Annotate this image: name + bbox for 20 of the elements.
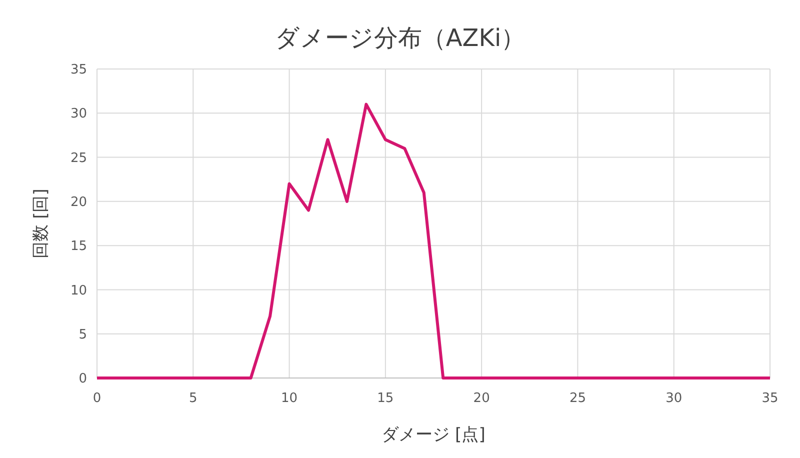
y-tick-label: 30 — [70, 106, 87, 122]
x-tick-label: 20 — [473, 391, 490, 406]
chart-title: ダメージ分布（AZKi） — [274, 24, 526, 52]
y-tick-label: 20 — [70, 194, 87, 210]
y-tick-label: 15 — [70, 239, 87, 254]
x-tick-label: 5 — [189, 391, 198, 406]
x-tick-label: 15 — [377, 391, 394, 406]
x-tick-label: 25 — [569, 391, 586, 406]
y-tick-label: 10 — [70, 283, 87, 298]
x-tick-label: 10 — [281, 391, 298, 406]
x-tick-label: 30 — [666, 391, 682, 406]
y-tick-label: 25 — [70, 150, 87, 166]
y-tick-label: 35 — [70, 62, 87, 78]
y-tick-label: 5 — [78, 327, 87, 342]
x-tick-label: 35 — [762, 391, 778, 406]
line-series — [96, 102, 772, 380]
y-tick-label: 0 — [78, 372, 87, 387]
x-tick-label: 0 — [92, 391, 102, 406]
y-axis-title: 回数 [回] — [31, 188, 51, 258]
x-axis-title: ダメージ [点] — [382, 425, 486, 445]
